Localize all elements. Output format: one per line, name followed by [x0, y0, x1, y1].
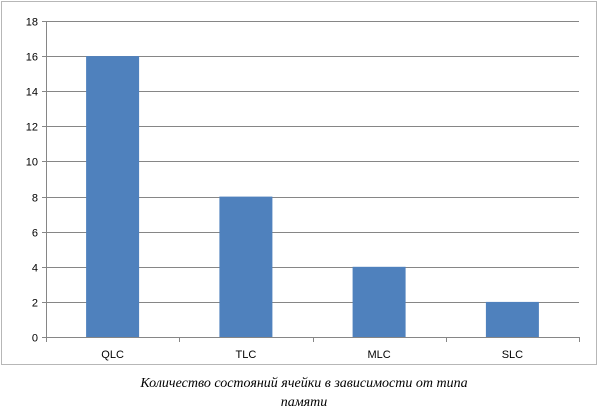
y-tick-label: 6	[32, 228, 38, 240]
x-category-label: TLC	[236, 349, 257, 361]
caption-line-1: Количество состояний ячейки в зависимост…	[140, 376, 468, 391]
chart-caption: Количество состояний ячейки в зависимост…	[0, 374, 608, 412]
bar-slc	[485, 301, 539, 337]
y-tick-label: 18	[26, 17, 38, 29]
y-tick-label: 8	[32, 193, 38, 205]
caption-line-2: памяти	[280, 395, 328, 410]
y-tick-label: 16	[26, 52, 38, 64]
bar-tlc	[219, 196, 273, 337]
y-tick-label: 14	[26, 87, 38, 99]
x-category-label: MLC	[367, 349, 390, 361]
bar-mlc	[352, 266, 406, 337]
y-tick-label: 12	[26, 122, 38, 134]
bar-qlc	[86, 56, 140, 337]
y-tick-label: 10	[26, 157, 38, 169]
y-tick-label: 4	[32, 263, 38, 275]
bar-chart: 0 2 4 6 8 10 12 14 16 18 QLC TLC MLC SLC	[26, 17, 580, 361]
x-category-label: QLC	[101, 349, 124, 361]
y-tick-label: 0	[32, 333, 38, 345]
y-tick-label: 2	[32, 298, 38, 310]
x-category-label: SLC	[502, 349, 523, 361]
